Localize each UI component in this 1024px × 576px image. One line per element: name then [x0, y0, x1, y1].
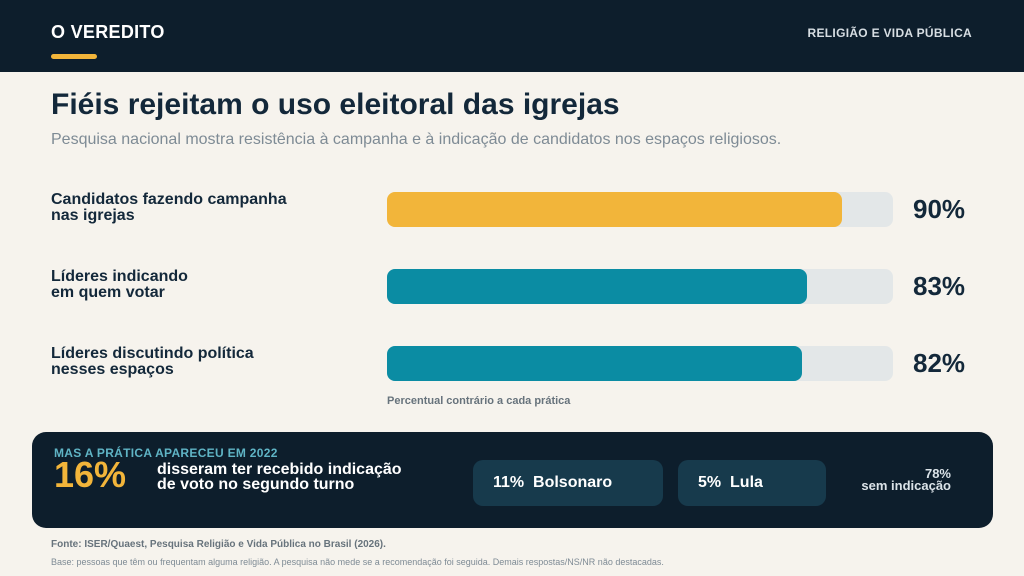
- rest-label: sem indicação: [861, 478, 951, 493]
- bar-category-label-line: em quem votar: [51, 284, 165, 301]
- rest-value: 78%: [924, 466, 951, 481]
- header-bar: O VEREDITO RELIGIÃO E VIDA PÚBLICA: [0, 0, 1024, 72]
- panel-big-value: 16%: [54, 454, 127, 495]
- panel-description: disseram ter recebido indicação de voto …: [157, 461, 457, 493]
- bar-row: Candidatos fazendo campanha nas igrejas 90…: [0, 192, 1024, 232]
- breakdown-value: 5%: [698, 474, 722, 491]
- base-note: Base: pessoas que têm ou frequentam algu…: [51, 557, 664, 567]
- bar-category-label-line: Líderes indicando: [51, 268, 188, 285]
- bar-category-label-line: Líderes discutindo política: [51, 345, 254, 362]
- bar-track: [387, 192, 893, 227]
- page-title: Fiéis rejeitam o uso eleitoral das igrej…: [51, 88, 620, 121]
- chart-axis-label: Percentual contrário a cada prática: [387, 395, 571, 407]
- bar-track: [387, 269, 893, 304]
- source-note: Fonte: ISER/Quaest, Pesquisa Religião e …: [51, 539, 386, 550]
- panel-description-line2: de voto no segundo turno: [157, 476, 355, 493]
- bar-category-label: Líderes discutindo política nesses espaço…: [51, 346, 351, 378]
- panel-kicker: MAS A PRÁTICA APARECEU EM 2022: [54, 446, 278, 460]
- bar-value-label: 90%: [913, 194, 966, 224]
- bar: [387, 192, 842, 227]
- bar-category-label-line: Candidatos fazendo campanha: [51, 191, 287, 208]
- bar-category-label: Líderes indicando em quem votar: [51, 269, 351, 301]
- bar: [387, 346, 802, 381]
- highlight-panel: MAS A PRÁTICA APARECEU EM 2022 16% disse…: [32, 432, 993, 528]
- brand-underline: [51, 54, 97, 59]
- bar-value-label: 82%: [913, 348, 966, 378]
- bar-track: [387, 346, 893, 381]
- bar-row: Líderes discutindo política nesses espaço…: [0, 346, 1024, 386]
- brand-name: O VEREDITO: [51, 22, 165, 42]
- breakdown-label: Bolsonaro: [533, 474, 613, 491]
- breakdown-pill-lula: 5% Lula: [678, 460, 826, 506]
- panel-description-line1: disseram ter recebido indicação: [157, 461, 402, 478]
- bar-category-label-line: nesses espaços: [51, 361, 174, 378]
- breakdown-value: 11%: [493, 474, 525, 491]
- bar-row: Líderes indicando em quem votar 83%: [0, 269, 1024, 309]
- bar-category-label: Candidatos fazendo campanha nas igrejas: [51, 192, 351, 224]
- breakdown-pill-bolsonaro: 11% Bolsonaro: [473, 460, 663, 506]
- bar-value-label: 83%: [913, 271, 966, 301]
- bar: [387, 269, 807, 304]
- section-label: RELIGIÃO E VIDA PÚBLICA: [807, 26, 972, 40]
- breakdown-label: Lula: [730, 474, 763, 491]
- bar-category-label-line: nas igrejas: [51, 207, 135, 224]
- page-subtitle: Pesquisa nacional mostra resistência à c…: [51, 131, 782, 148]
